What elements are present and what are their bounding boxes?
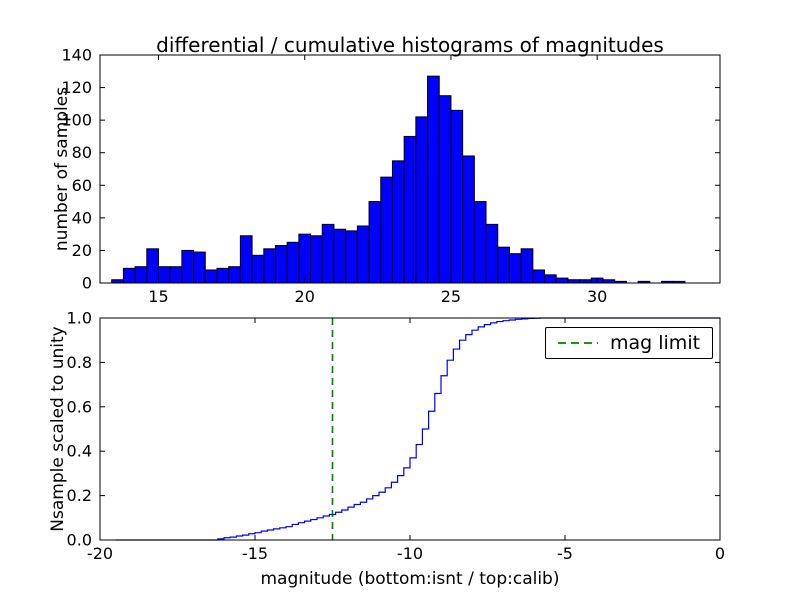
histogram-bar [321,223,335,284]
mag-limit-legend-line-icon [558,342,598,344]
histogram-bar [391,160,405,284]
histogram-bar [146,248,159,284]
histogram-bar [427,75,440,284]
y-tick-label: 40 [72,208,92,227]
histogram-bar [298,233,312,284]
x-tick-label: -5 [557,544,573,563]
histogram-bar [310,235,323,284]
histogram-bar [228,266,241,284]
histogram-bar [473,201,487,284]
y-tick-label: 0.4 [67,442,92,461]
x-tick-label: 25 [441,287,461,306]
y-tick-label: 0 [82,274,92,293]
figure-title: differential / cumulative histograms of … [156,33,664,57]
y-tick-label: 0.6 [67,397,92,416]
histogram-bar [169,266,183,284]
x-tick-label: 20 [295,287,315,306]
histogram-bar [368,201,382,284]
x-tick-label: 30 [587,287,607,306]
histogram-bar [345,230,358,284]
x-tick-label: 15 [148,287,168,306]
histogram-bar [193,251,206,284]
histogram-bar [415,116,429,284]
y-tick-label: 80 [72,143,92,162]
axes-frame [99,54,721,284]
histogram-bar [263,248,276,284]
y-tick-label: 140 [61,46,92,65]
y-tick-label: 0.0 [67,531,92,550]
x-tick-label: -10 [397,544,423,563]
histogram-bar [134,266,148,284]
histogram-bar [485,223,499,284]
histogram-bar [356,225,370,284]
y-tick-label: 120 [61,78,92,97]
top-y-axis-label: number of samples [52,86,72,252]
bottom-y-axis-label: Nsample scaled to unity [48,326,68,532]
y-tick-label: 60 [72,176,92,195]
bottom-x-axis-label: magnitude (bottom:isnt / top:calib) [260,569,560,589]
histogram-bar [216,267,230,284]
histogram-bar [181,249,195,284]
x-tick-label: -15 [242,544,268,563]
histogram-bar [274,245,288,284]
y-tick-label: 1.0 [67,309,92,328]
histogram-bar [462,155,475,284]
legend-box: mag limit [545,327,714,359]
histogram-bar [520,248,534,284]
y-tick-label: 0.2 [67,486,92,505]
histogram-bar [333,228,347,284]
x-tick-label: -20 [87,544,113,563]
histogram-bar [157,266,171,284]
histogram-bar [544,274,557,284]
histogram-bar [204,269,218,284]
cumulative-step-line [115,317,720,541]
histogram-bar [438,95,452,284]
histogram-bar [122,267,136,284]
histogram-bar [286,241,300,284]
histogram-bar [532,269,546,284]
histogram-bar [251,254,265,284]
x-tick-label: 0 [715,544,725,563]
histogram-bar [508,253,522,284]
histogram-bar [497,246,510,284]
histogram-bar [450,109,464,284]
histogram-bar [380,176,393,284]
y-tick-label: 100 [61,111,92,130]
y-tick-label: 0.8 [67,353,92,372]
y-tick-label: 20 [72,241,92,260]
histogram-bar [239,235,253,284]
histogram-bar [555,277,569,284]
legend-label: mag limit [610,332,701,354]
histogram-bar [403,135,417,284]
